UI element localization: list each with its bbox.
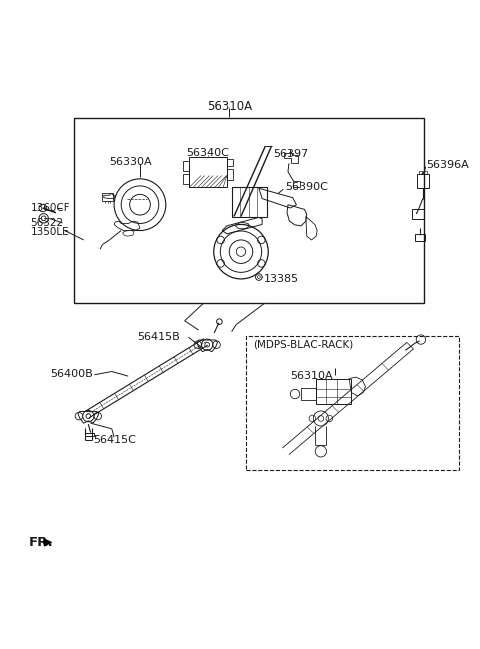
Bar [419, 171, 422, 174]
Text: 56330A: 56330A [109, 158, 152, 167]
Text: 56415B: 56415B [137, 332, 180, 342]
Bar [74, 117, 424, 303]
Bar [102, 193, 113, 201]
Text: 1360CF: 1360CF [31, 203, 70, 213]
Bar [246, 336, 459, 470]
Text: 56396A: 56396A [427, 160, 469, 170]
Text: 1350LE: 1350LE [31, 227, 69, 237]
Bar [189, 157, 227, 188]
Bar [231, 187, 267, 217]
Text: 56397: 56397 [273, 149, 308, 160]
Bar [227, 169, 233, 180]
Text: (MDPS-BLAC-RACK): (MDPS-BLAC-RACK) [253, 339, 353, 349]
Bar [227, 159, 233, 166]
Bar [293, 181, 300, 187]
Bar [183, 162, 189, 171]
Text: 13385: 13385 [264, 275, 299, 284]
Bar [85, 432, 94, 436]
Text: 56322: 56322 [31, 218, 64, 228]
Text: 56415C: 56415C [93, 435, 135, 445]
Bar [183, 174, 189, 184]
Bar [412, 210, 424, 219]
Bar [417, 174, 429, 188]
Text: 56340C: 56340C [187, 148, 229, 158]
Bar [415, 234, 425, 241]
Text: FR.: FR. [29, 536, 53, 549]
Text: 56310A: 56310A [290, 371, 333, 381]
Bar [316, 378, 351, 404]
Text: 56310A: 56310A [207, 99, 252, 112]
Bar [301, 388, 316, 400]
Bar [423, 171, 427, 174]
Text: 56400B: 56400B [50, 369, 93, 379]
Text: 56390C: 56390C [286, 182, 328, 192]
